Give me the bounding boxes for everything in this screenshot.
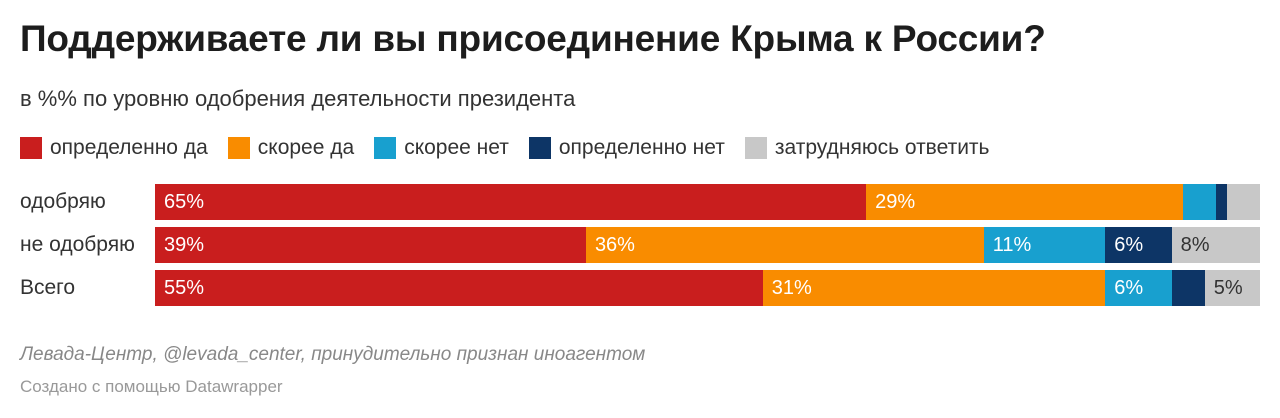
bar-segment: 29% [866,184,1184,220]
legend-item: скорее нет [374,136,509,160]
data-label: 65% [164,191,205,213]
legend-label: скорее нет [404,136,509,159]
legend-item: определенно да [20,136,208,160]
bar-segment: 36% [585,227,984,263]
bar-segment [1227,184,1260,220]
data-label: 39% [164,234,205,256]
legend-swatch [528,137,551,159]
bar-segment: 11% [983,227,1106,263]
stacked-bar: 65% 29% [155,184,1260,220]
category-label: не одобряю [20,233,135,256]
data-label: 11% [992,234,1032,256]
bar-segment: 31% [762,270,1106,306]
legend-item: скорее да [227,136,355,160]
chart-title: Поддерживаете ли вы присоединение Крыма … [20,18,1046,59]
bar-segment: 55% [155,270,763,306]
chart-legend: определенно да скорее да скорее нет определ… [20,136,1010,160]
legend-label: определенно нет [558,136,725,159]
legend-item: затрудняюсь ответить [744,136,990,160]
data-label: 6% [1114,234,1144,256]
legend-label: определенно да [50,136,208,159]
legend-label: затрудняюсь ответить [774,136,990,159]
bar-segment: 8% [1171,227,1260,263]
data-label: 5% [1213,277,1243,299]
bar-segment: 65% [155,184,867,220]
data-label: 36% [594,234,635,256]
bar-segment: 6% [1105,227,1172,263]
category-label: Всего [20,276,76,299]
legend-swatch [227,137,250,159]
data-label: 29% [875,191,916,213]
legend-item: определенно нет [528,136,725,160]
legend-label: скорее да [257,136,355,159]
bar-segment: 5% [1204,270,1260,306]
stacked-bar: 39% 36% 11% 6% 8% [155,227,1260,263]
bar-segment [1183,184,1217,220]
bar-segment: 6% [1105,270,1172,306]
data-label: 31% [771,277,812,299]
chart-subtitle: в %% по уровню одобрения деятельности пр… [20,86,576,111]
bar-segment [1171,270,1205,306]
datawrapper-credit[interactable]: Создано с помощью Datawrapper [20,377,283,396]
data-label: 8% [1180,234,1210,256]
legend-swatch [744,137,767,159]
source-note: Левада-Центр, @levada_center, принудител… [20,344,646,365]
stacked-bar: 55% 31% 6% 5% [155,270,1260,306]
data-label: 55% [164,277,205,299]
legend-swatch [374,137,397,159]
bar-segment: 39% [155,227,586,263]
legend-swatch [20,137,42,159]
bar-segment [1216,184,1228,220]
category-label: одобряю [20,190,106,213]
data-label: 6% [1114,277,1144,299]
